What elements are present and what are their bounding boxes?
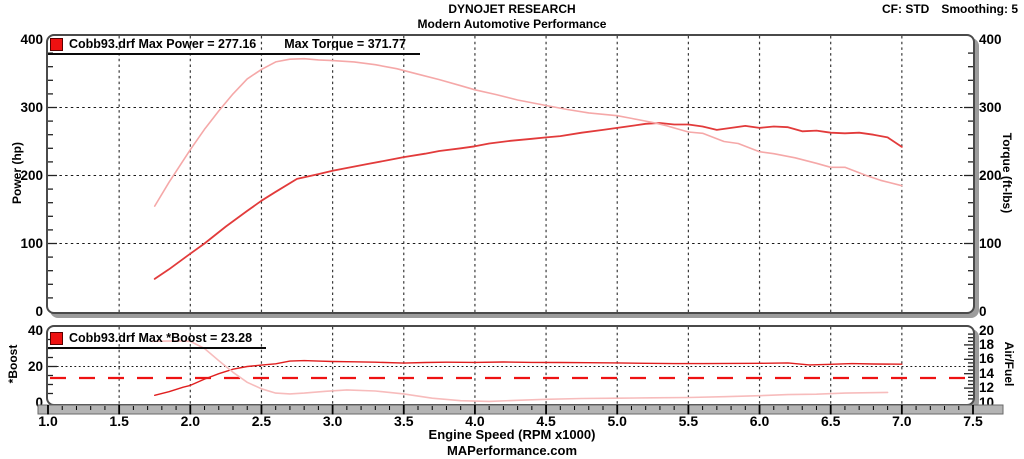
- site-footer: MAPerformance.com: [446, 443, 578, 458]
- tick-label: 6.0: [749, 413, 770, 429]
- torque-curve: [153, 57, 903, 207]
- power-curve: [153, 122, 903, 280]
- airfuel-curve: [151, 340, 889, 403]
- rpm-axis-strip: [37, 404, 1004, 415]
- power-axis-ticks: 400 300 200 100 0: [2, 32, 43, 319]
- app-subtitle: Modern Automotive Performance: [417, 17, 607, 31]
- power-torque-legend: Cobb93.drf Max Power = 277.16 Max Torque…: [48, 36, 420, 55]
- torque-axis-ticks: 400 300 200 100 0: [979, 32, 1021, 319]
- tick-label: 400: [20, 31, 43, 47]
- tick-label: 100: [20, 235, 43, 251]
- tick-label: 4.0: [465, 413, 485, 429]
- tick-label: 5.5: [678, 413, 699, 429]
- smoothing-setting: Smoothing: 5: [941, 2, 1018, 16]
- legend-swatch: [50, 331, 63, 345]
- power-torque-panel: [46, 34, 975, 314]
- correction-factor: CF: STD: [882, 2, 930, 16]
- max-boost-readout: Cobb93.drf Max *Boost = 23.28: [69, 331, 253, 345]
- tick-label: 16: [979, 351, 995, 367]
- tick-label: 200: [20, 167, 43, 183]
- tick-label: 0: [35, 394, 43, 410]
- boost-legend: Cobb93.drf Max *Boost = 23.28: [48, 330, 267, 349]
- boost-airfuel-plot: [48, 327, 973, 404]
- tick-label: 12: [979, 380, 995, 396]
- rpm-axis-tick-labels: 1.0 1.5 2.0 2.5 3.0 3.5 4.0 4.5 5.0 5.5 6.0 6.5 7.0 7…: [38, 413, 982, 429]
- tick-label: 3.0: [322, 413, 343, 429]
- app-title: DYNOJET RESEARCH: [448, 2, 576, 16]
- tick-label: 200: [979, 167, 1002, 183]
- tick-label: 7.0: [892, 413, 912, 429]
- tick-label: 5.0: [607, 413, 627, 429]
- max-torque-readout: Max Torque = 371.77: [284, 37, 406, 51]
- tick-label: 0: [979, 303, 987, 319]
- tick-label: 7.5: [963, 413, 983, 429]
- boost-axis-ticks: 40 20 0: [2, 323, 43, 410]
- tick-label: 1.0: [38, 413, 58, 429]
- axis-strip-bar: [37, 404, 1004, 415]
- tick-label: 20: [979, 322, 995, 338]
- tick-label: 300: [20, 99, 43, 115]
- tick-label: 0: [35, 303, 43, 319]
- tick-label: 3.5: [394, 413, 414, 429]
- tick-label: 4.5: [536, 413, 556, 429]
- tick-label: 2.0: [180, 413, 201, 429]
- tick-label: 14: [979, 365, 995, 381]
- legend-swatch: [50, 37, 63, 51]
- tick-label: 100: [979, 235, 1002, 251]
- tick-label: 300: [979, 99, 1002, 115]
- tick-label: 18: [979, 336, 995, 352]
- power-torque-plot: [48, 36, 973, 312]
- tick-label: 20: [27, 358, 43, 374]
- run-settings: CF: STD Smoothing: 5: [882, 2, 1018, 16]
- rpm-axis-label: Engine Speed (RPM x1000): [428, 427, 596, 442]
- tick-label: 1.5: [109, 413, 129, 429]
- tick-label: 400: [979, 31, 1002, 47]
- tick-label: 6.5: [820, 413, 841, 429]
- tick-label: 40: [27, 322, 43, 338]
- tick-label: 2.5: [251, 413, 272, 429]
- max-power-readout: Cobb93.drf Max Power = 277.16: [69, 37, 257, 51]
- airfuel-axis-ticks: 20 18 16 14 12 10: [979, 323, 1021, 410]
